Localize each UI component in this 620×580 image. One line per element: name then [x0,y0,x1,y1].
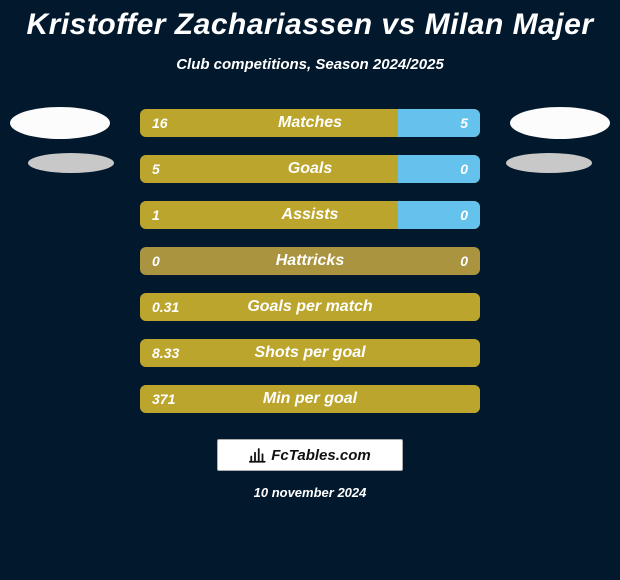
stat-label: Goals per match [140,293,480,321]
player-shadow-left [28,153,114,173]
stat-row: 371Min per goal [0,385,620,413]
stat-label: Shots per goal [140,339,480,367]
brand-badge: FcTables.com [217,439,403,471]
player-shadow-right [506,153,592,173]
stat-row: 10Assists [0,201,620,229]
stat-row: 00Hattricks [0,247,620,275]
stat-bar: 00Hattricks [140,247,480,275]
stat-label: Goals [140,155,480,183]
stats-list: 165Matches 50Goals 10Assists 00Hattricks 0.3… [0,109,620,413]
stat-label: Min per goal [140,385,480,413]
stat-label: Hattricks [140,247,480,275]
player-photo-left [10,107,110,139]
stat-row: 8.33Shots per goal [0,339,620,367]
stat-row: 0.31Goals per match [0,293,620,321]
stat-bar: 371Min per goal [140,385,480,413]
brand-text: FcTables.com [271,447,370,464]
stat-row: 50Goals [0,155,620,183]
stat-bar: 50Goals [140,155,480,183]
page-title: Kristoffer Zachariassen vs Milan Majer [0,8,620,42]
stat-bar: 0.31Goals per match [140,293,480,321]
date-text: 10 november 2024 [0,485,620,500]
stat-bar: 8.33Shots per goal [140,339,480,367]
stat-label: Assists [140,201,480,229]
stat-label: Matches [140,109,480,137]
subtitle: Club competitions, Season 2024/2025 [0,56,620,73]
stat-bar: 165Matches [140,109,480,137]
player-photo-right [510,107,610,139]
brand-icon [249,446,267,464]
stat-bar: 10Assists [140,201,480,229]
stat-row: 165Matches [0,109,620,137]
comparison-infographic: Kristoffer Zachariassen vs Milan Majer C… [0,0,620,580]
